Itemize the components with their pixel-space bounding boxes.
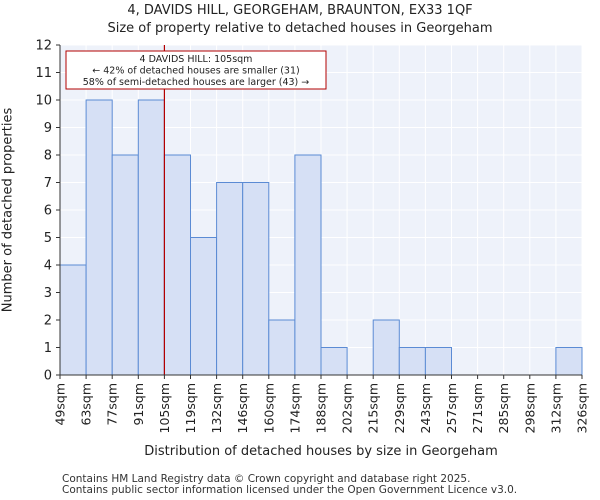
x-tick-label: 326sqm xyxy=(575,383,590,433)
x-tick-label: 105sqm xyxy=(157,383,172,433)
y-tick-label: 5 xyxy=(44,231,52,246)
annotation: 4 DAVIDS HILL: 105sqm← 42% of detached h… xyxy=(65,50,327,90)
x-tick-label: 49sqm xyxy=(53,383,68,426)
bar-63sqm xyxy=(85,99,113,376)
bar-312sqm xyxy=(555,347,583,376)
x-tick-label: 285sqm xyxy=(496,383,511,433)
y-tick-label: 10 xyxy=(35,94,52,109)
bar-132sqm xyxy=(216,182,244,376)
bars xyxy=(59,99,583,376)
bar-229sqm xyxy=(398,347,426,376)
bar-243sqm xyxy=(424,347,452,376)
x-tick-label: 312sqm xyxy=(548,383,563,433)
x-tick-label: 215sqm xyxy=(366,383,381,433)
y-tick-label: 1 xyxy=(44,341,52,356)
x-tick-label: 271sqm xyxy=(470,383,485,433)
x-tick-label: 188sqm xyxy=(314,383,329,433)
chart-title: Size of property relative to detached ho… xyxy=(107,21,493,36)
y-tick-label: 11 xyxy=(35,66,52,81)
y-tick-label: 2 xyxy=(44,314,52,329)
bar-105sqm xyxy=(163,154,191,376)
bar-49sqm xyxy=(59,264,87,376)
x-tick-label: 63sqm xyxy=(79,383,94,426)
y-tick-label: 7 xyxy=(44,176,52,191)
bar-174sqm xyxy=(294,154,322,376)
y-tick-label: 6 xyxy=(44,204,52,219)
x-tick-label: 77sqm xyxy=(105,383,120,426)
chart-title-address: 4, DAVIDS HILL, GEORGEHAM, BRAUNTON, EX3… xyxy=(127,3,473,18)
bar-77sqm xyxy=(111,154,139,376)
y-tick-label: 12 xyxy=(35,39,52,54)
annotation-line-2: ← 42% of detached houses are smaller (31… xyxy=(92,66,299,77)
x-tick-label: 146sqm xyxy=(235,383,250,433)
x-tick-label: 160sqm xyxy=(261,383,276,433)
y-tick-label: 9 xyxy=(44,121,52,136)
footer-licence: Contains public sector information licen… xyxy=(62,484,518,496)
bar-215sqm xyxy=(372,319,400,376)
x-tick-label: 119sqm xyxy=(183,383,198,433)
bar-146sqm xyxy=(242,182,270,376)
bar-119sqm xyxy=(190,237,218,376)
bar-188sqm xyxy=(320,347,348,376)
bar-160sqm xyxy=(268,319,296,376)
footer-copyright: Contains HM Land Registry data © Crown c… xyxy=(62,473,471,485)
y-tick-label: 8 xyxy=(44,149,52,164)
annotation-box xyxy=(65,50,327,90)
x-tick-label: 257sqm xyxy=(444,383,459,433)
annotation-line-3: 58% of semi-detached houses are larger (… xyxy=(83,77,310,88)
x-tick-label: 243sqm xyxy=(418,383,433,433)
x-tick-label: 91sqm xyxy=(131,383,146,426)
x-tick-label: 298sqm xyxy=(522,383,537,433)
x-tick-label: 174sqm xyxy=(287,383,302,433)
annotation-line-1: 4 DAVIDS HILL: 105sqm xyxy=(140,54,253,65)
x-tick-label: 202sqm xyxy=(340,383,355,433)
y-tick-label: 3 xyxy=(44,286,52,301)
y-tick-label: 4 xyxy=(44,259,52,274)
x-tick-label: 229sqm xyxy=(392,383,407,433)
y-tick-label: 0 xyxy=(44,369,52,384)
x-axis-label: Distribution of detached houses by size … xyxy=(144,444,498,459)
bar-91sqm xyxy=(137,99,165,376)
x-tick-label: 132sqm xyxy=(209,383,224,433)
